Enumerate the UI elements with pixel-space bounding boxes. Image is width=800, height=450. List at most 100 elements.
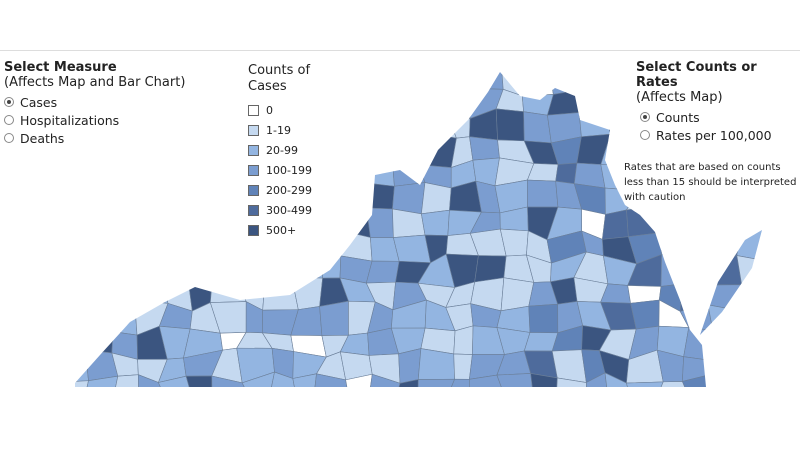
county[interactable] — [757, 284, 795, 303]
county[interactable] — [656, 206, 690, 234]
county[interactable] — [681, 260, 712, 286]
radio-button[interactable] — [640, 112, 650, 122]
county[interactable] — [417, 378, 456, 402]
county[interactable] — [684, 160, 716, 193]
county[interactable] — [183, 228, 221, 260]
county[interactable] — [238, 62, 274, 96]
county[interactable] — [683, 327, 714, 361]
county[interactable] — [265, 186, 299, 216]
county[interactable] — [185, 85, 221, 112]
county[interactable] — [54, 349, 89, 383]
county[interactable] — [244, 230, 275, 261]
radio-label[interactable]: Rates per 100,000 — [656, 127, 772, 143]
county[interactable] — [322, 251, 342, 279]
county[interactable] — [687, 188, 716, 214]
county[interactable] — [110, 156, 138, 192]
county[interactable] — [134, 88, 164, 115]
county[interactable] — [685, 65, 714, 95]
county[interactable] — [756, 83, 788, 117]
county[interactable] — [468, 374, 506, 400]
radio-option[interactable]: Cases — [4, 93, 185, 111]
county[interactable] — [186, 61, 220, 88]
county[interactable] — [111, 108, 138, 143]
radio-label[interactable]: Cases — [20, 94, 58, 110]
county[interactable] — [131, 65, 166, 95]
county[interactable] — [764, 205, 786, 230]
county[interactable] — [61, 87, 93, 119]
county[interactable] — [53, 231, 90, 265]
county[interactable] — [134, 277, 169, 304]
county[interactable] — [137, 374, 170, 408]
county[interactable] — [291, 251, 324, 279]
county[interactable] — [312, 373, 351, 404]
county[interactable] — [687, 212, 707, 230]
county[interactable] — [370, 116, 397, 139]
county[interactable] — [292, 373, 317, 403]
county[interactable] — [736, 255, 766, 287]
county[interactable] — [709, 115, 736, 139]
county[interactable] — [78, 231, 109, 260]
county[interactable] — [600, 86, 638, 120]
county[interactable] — [268, 207, 292, 233]
county[interactable] — [315, 61, 353, 93]
county[interactable] — [319, 83, 348, 118]
county[interactable] — [602, 209, 629, 240]
county[interactable] — [365, 260, 400, 284]
county[interactable] — [366, 207, 394, 238]
county[interactable] — [652, 113, 687, 140]
county[interactable] — [398, 348, 422, 384]
county[interactable] — [211, 375, 250, 402]
county[interactable] — [136, 180, 164, 213]
county[interactable] — [236, 255, 275, 283]
county[interactable] — [369, 87, 397, 120]
county[interactable] — [586, 372, 610, 407]
county[interactable] — [374, 133, 395, 162]
county[interactable] — [600, 163, 639, 191]
county[interactable] — [157, 375, 195, 406]
county[interactable] — [530, 373, 558, 398]
county[interactable] — [110, 66, 138, 95]
county[interactable] — [61, 109, 92, 145]
county[interactable] — [446, 63, 472, 96]
county[interactable] — [160, 257, 189, 280]
county[interactable] — [711, 93, 736, 120]
county[interactable] — [59, 142, 93, 164]
county[interactable] — [757, 300, 795, 330]
county[interactable] — [156, 180, 196, 209]
county[interactable] — [65, 299, 86, 326]
county[interactable] — [345, 373, 373, 407]
radio-button[interactable] — [640, 130, 650, 140]
county[interactable] — [754, 378, 784, 407]
county[interactable] — [137, 253, 163, 282]
county[interactable] — [393, 88, 428, 120]
county[interactable] — [209, 182, 243, 211]
county[interactable] — [729, 183, 765, 210]
county[interactable] — [156, 236, 190, 259]
county[interactable] — [267, 371, 297, 407]
county[interactable] — [78, 251, 120, 286]
county[interactable] — [754, 180, 789, 208]
county[interactable] — [709, 374, 742, 403]
county[interactable] — [604, 372, 633, 407]
county[interactable] — [704, 134, 741, 166]
county[interactable] — [496, 373, 534, 396]
county[interactable] — [236, 107, 274, 142]
county[interactable] — [730, 61, 762, 95]
county[interactable] — [655, 133, 686, 164]
county[interactable] — [391, 158, 426, 187]
county[interactable] — [660, 254, 683, 287]
county[interactable] — [734, 131, 763, 166]
county[interactable] — [426, 92, 448, 117]
county[interactable] — [759, 131, 790, 163]
county[interactable] — [556, 377, 588, 401]
county[interactable] — [83, 156, 116, 192]
county[interactable] — [209, 206, 249, 239]
county[interactable] — [338, 83, 372, 118]
county[interactable] — [265, 161, 299, 193]
county[interactable] — [209, 258, 246, 279]
county[interactable] — [185, 375, 213, 405]
radio-option[interactable]: Counts — [640, 108, 800, 126]
county[interactable] — [287, 180, 321, 209]
county[interactable] — [366, 183, 395, 210]
county[interactable] — [241, 371, 275, 407]
